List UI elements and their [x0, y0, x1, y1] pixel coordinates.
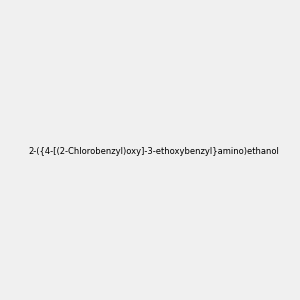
Text: 2-({4-[(2-Chlorobenzyl)oxy]-3-ethoxybenzyl}amino)ethanol: 2-({4-[(2-Chlorobenzyl)oxy]-3-ethoxybenz…: [28, 147, 279, 156]
